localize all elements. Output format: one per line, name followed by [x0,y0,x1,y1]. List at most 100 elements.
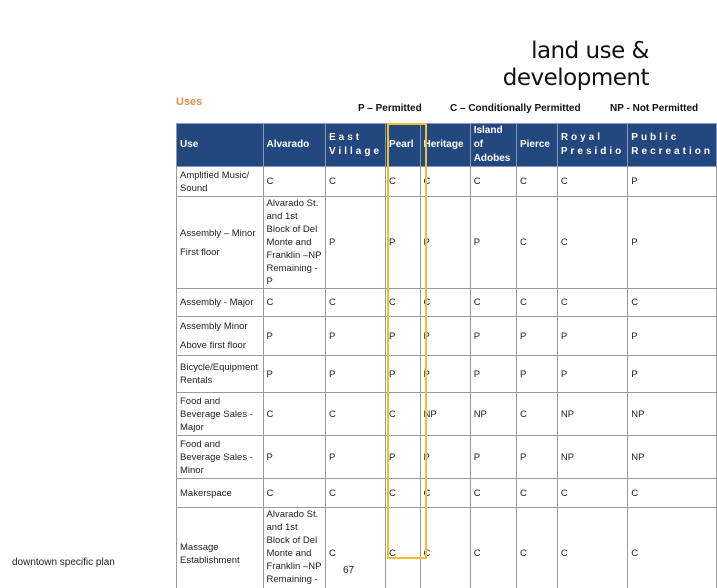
permission-cell: P [419,355,471,393]
permission-cell: P [324,196,387,289]
permission-cell: P [262,435,326,479]
permission-cell: P [556,316,629,356]
permission-cell: C [627,507,717,588]
permission-cell: P [627,355,717,393]
permission-cell: NP [556,392,629,436]
column-header: Use [176,123,264,167]
permission-cell: P [515,355,558,393]
use-name-cell: Assembly Minor Above first floor [176,316,264,356]
table-row: Assembly – Minor First floor Alvarado St.… [176,196,717,289]
permission-cell: C [515,507,558,588]
use-name-cell: Bicycle/Equipment Rentals [176,355,264,393]
permission-cell: C [515,196,558,289]
permission-cell: P [469,196,517,289]
column-header: Pearl [385,123,421,167]
permission-cell: C [419,288,471,317]
permission-cell: P [324,355,387,393]
permission-cell: C [627,288,717,317]
permission-cell: P [385,196,421,289]
use-name-cell: Assembly – Minor First floor [176,196,264,289]
column-header: Public Recreation [627,123,717,167]
permission-cell: C [324,392,387,436]
permission-cell: C [324,478,387,508]
use-name-cell: Massage Establishment [176,507,264,588]
permission-cell: P [627,196,717,289]
page-title: land use & development [502,38,650,92]
permission-cell: P [469,316,517,356]
permission-cell: P [385,316,421,356]
permission-cell: C [324,507,387,588]
permission-cell: C [469,507,517,588]
permission-cell: C [556,507,629,588]
permission-cell: C [469,288,517,317]
legend-not-permitted: NP - Not Permitted [610,103,699,114]
permission-cell: C [419,478,471,508]
use-name-cell: Food and Beverage Sales - Minor [176,435,264,479]
use-name-cell: Amplified Music/ Sound [176,166,264,197]
permission-cell: P [419,316,471,356]
permission-cell: P [419,435,471,479]
permission-cell: C [469,478,517,508]
permission-cell: C [515,392,558,436]
table-row: Amplified Music/ Sound C C C C C C C P [176,166,717,197]
use-name-cell: Assembly - Major [176,288,264,317]
permission-cell: C [385,507,421,588]
table-row: Food and Beverage Sales - Major C C C NP NP C N… [176,392,717,436]
permission-cell: P [627,166,717,197]
permission-cell: NP [419,392,471,436]
table-row: Bicycle/Equipment Rentals P P P P P P P P [176,355,717,393]
permission-cell: C [556,196,629,289]
permission-cell: P [515,435,558,479]
permission-cell: P [419,196,471,289]
permission-cell: NP [627,392,717,436]
column-header: Royal Presidio [556,123,629,167]
use-name-cell: Food and Beverage Sales - Major [176,392,264,436]
permission-cell: C [262,478,326,508]
permission-cell: P [469,355,517,393]
table-header-row: Use Alvarado East Village Pearl Heritage Isla… [176,123,717,167]
title-line-2: development [502,65,650,91]
permission-cell: P [469,435,517,479]
permission-cell: C [419,166,471,197]
permission-cell: C [515,288,558,317]
permission-cell: NP [556,435,629,479]
permission-cell: P [515,316,558,356]
permission-cell: NP [469,392,517,436]
section-heading: Uses [176,96,203,108]
permission-cell: C [556,166,629,197]
permission-cell: C [385,288,421,317]
permission-cell: C [324,288,387,317]
permission-cell: C [419,507,471,588]
permission-cell: C [469,166,517,197]
land-use-table: Use Alvarado East Village Pearl Heritage Isla… [176,123,717,588]
permission-cell: P [385,435,421,479]
permission-cell: P [262,316,326,356]
permission-cell: C [515,166,558,197]
permission-cell: C [385,392,421,436]
permission-cell: C [262,392,326,436]
permission-cell: Alvarado St. and 1st Block of Del Monte … [262,507,326,588]
table-row: Makerspace C C C C C C C C [176,478,717,508]
permission-cell: C [385,478,421,508]
table-row: Assembly Minor Above first floor P P P P P P P P [176,316,717,356]
column-header: East Village [324,123,387,167]
permission-cell: P [324,435,387,479]
use-name-cell: Makerspace [176,478,264,508]
permission-cell: C [385,166,421,197]
permission-cell: P [627,316,717,356]
column-header: Heritage [419,123,471,167]
permission-cell: C [627,478,717,508]
permission-cell: C [556,288,629,317]
permission-cell: C [556,478,629,508]
column-header: Island of Adobes [469,123,517,167]
permission-cell: P [262,355,326,393]
permission-cell: P [324,316,387,356]
permission-cell: C [262,166,326,197]
footer-text: downtown specific plan [12,557,115,568]
title-line-1: land use & [531,38,649,64]
table-row: Assembly - Major C C C C C C C C [176,288,717,317]
column-header: Alvarado [262,123,326,167]
permission-cell: P [556,355,629,393]
permission-cell: P [385,355,421,393]
